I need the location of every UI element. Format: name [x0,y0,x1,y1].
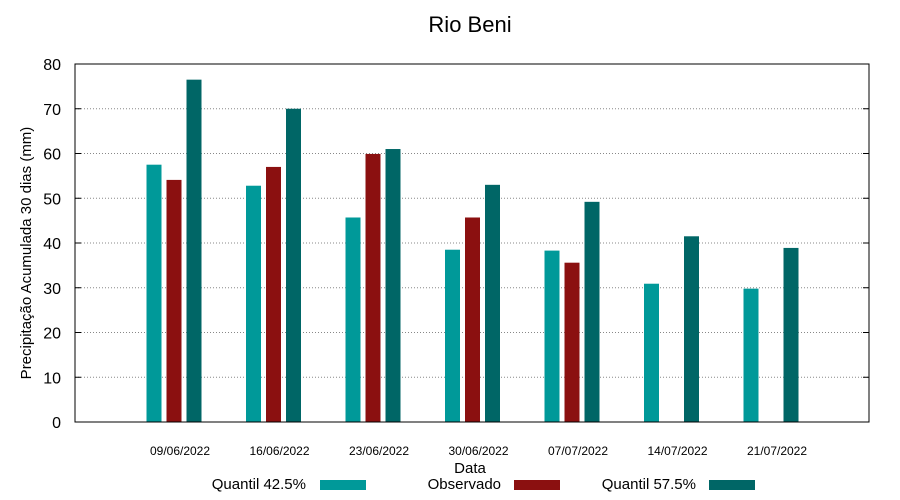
chart-title: Rio Beni [428,12,511,37]
x-tick-label: 21/07/2022 [747,444,807,458]
y-tick-label: 10 [43,370,61,387]
bars [146,79,799,422]
x-tick-label: 09/06/2022 [150,444,210,458]
y-tick-label: 0 [52,415,61,432]
bar-quantil-42-5--2 [345,217,361,422]
y-axis-ticks: 0 10 20 30 40 50 60 70 80 [43,57,869,432]
x-tick-label: 23/06/2022 [349,444,409,458]
y-tick-label: 70 [43,102,61,119]
bar-quantil-57-5--6 [783,247,799,422]
bar-observado-2 [365,153,381,422]
bar-observado-4 [564,262,580,422]
y-tick-label: 50 [43,191,61,208]
x-tick-label: 07/07/2022 [548,444,608,458]
y-tick-label: 20 [43,326,61,343]
legend-swatch [320,480,366,490]
bar-quantil-42-5--4 [544,250,560,422]
y-axis-label: Precipitação Acumulada 30 dias (mm) [18,127,35,380]
grid [75,108,869,378]
y-tick-label: 60 [43,147,61,164]
bar-quantil-42-5--6 [743,288,759,422]
legend: Quantil 42.5% Observado Quantil 57.5% [212,476,755,493]
y-tick-label: 40 [43,236,61,253]
legend-label: Quantil 42.5% [212,476,306,493]
bar-quantil-57-5--2 [385,149,401,422]
legend-label: Observado [428,476,501,493]
bar-quantil-42-5--5 [644,283,659,422]
bar-observado-0 [166,179,182,422]
bar-quantil-42-5--1 [246,185,261,422]
bar-quantil-57-5--4 [584,201,600,422]
legend-swatch [709,480,755,490]
legend-swatch [514,480,560,490]
bar-quantil-57-5--3 [485,184,500,422]
y-tick-label: 30 [43,281,61,298]
bar-quantil-57-5--5 [684,236,699,422]
x-tick-label: 30/06/2022 [448,444,508,458]
x-tick-label: 14/07/2022 [647,444,707,458]
x-axis-ticks: 09/06/2022 16/06/2022 23/06/2022 30/06/2022… [150,444,807,458]
bar-quantil-57-5--1 [286,108,301,422]
y-tick-label: 80 [43,57,61,74]
x-axis-label: Data [454,460,486,477]
bar-observado-3 [465,217,480,422]
bar-quantil-57-5--0 [186,79,202,422]
legend-label: Quantil 57.5% [602,476,696,493]
bar-observado-1 [266,166,281,422]
bar-quantil-42-5--3 [445,249,460,422]
x-tick-label: 16/06/2022 [249,444,309,458]
bar-quantil-42-5--0 [146,164,162,422]
